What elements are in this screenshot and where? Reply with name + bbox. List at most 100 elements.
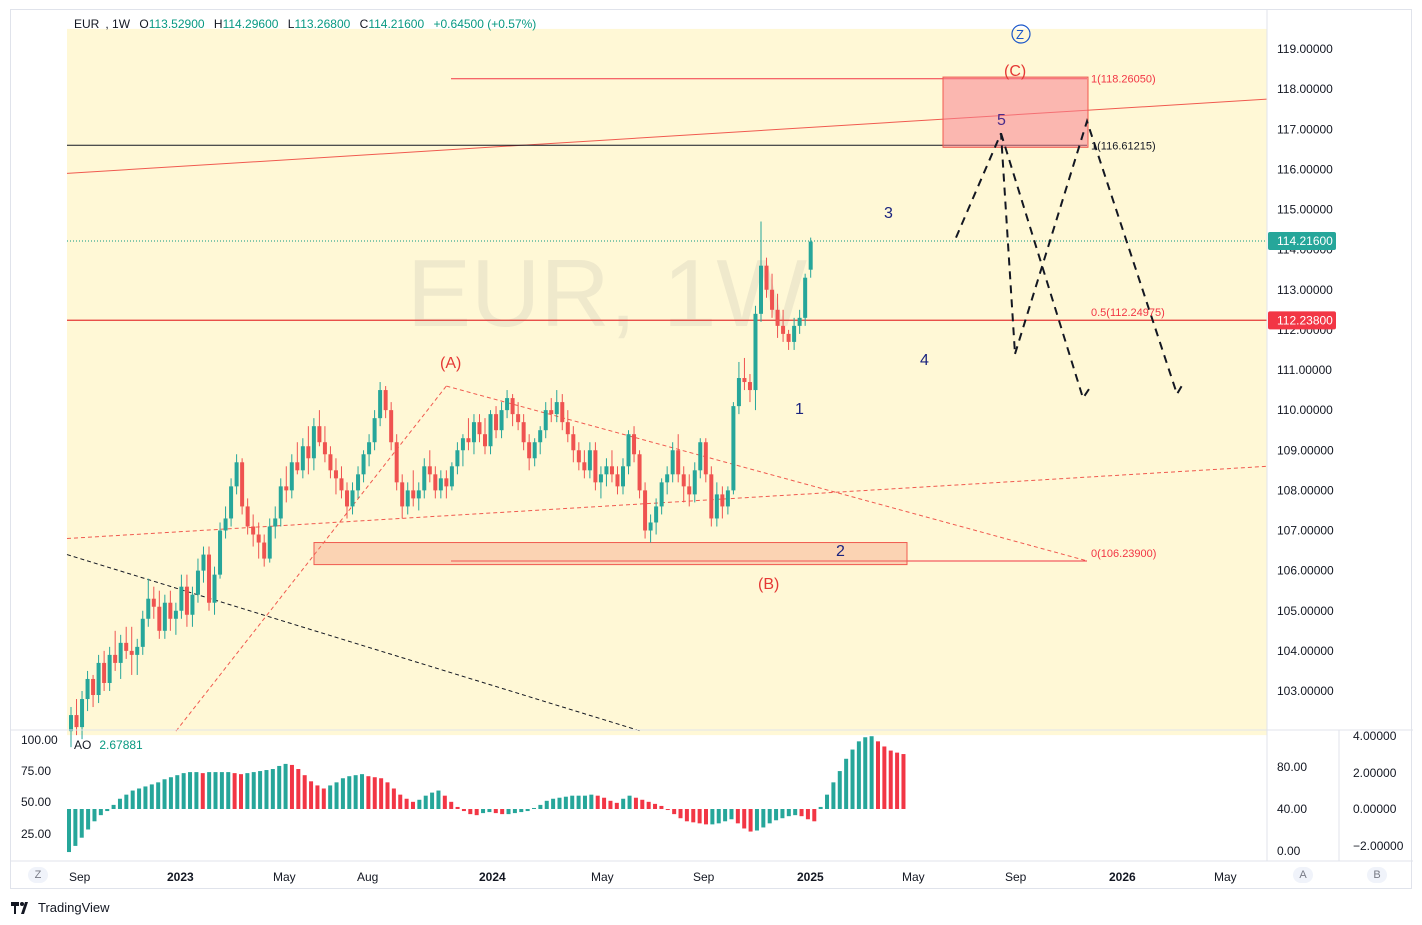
candle-body — [665, 474, 670, 483]
candle-body — [466, 438, 471, 443]
ao-bar — [608, 800, 613, 809]
candle-body — [234, 462, 239, 487]
candle-body — [560, 402, 565, 423]
ao-bar — [404, 798, 409, 809]
ao-bar — [684, 809, 689, 822]
ao-left-axis-tick: 25.00 — [21, 827, 51, 841]
candle-body — [714, 494, 719, 519]
candle-body — [372, 418, 377, 443]
candle-body — [339, 478, 344, 491]
candle-body — [510, 398, 515, 415]
ao-bar — [761, 809, 766, 828]
ao-bar — [563, 796, 568, 809]
ao-bar — [589, 794, 594, 809]
ao-bar — [328, 785, 333, 809]
wave-2-label: 2 — [836, 543, 845, 560]
ao-bar — [551, 798, 556, 809]
ao-bar — [309, 781, 314, 809]
close-value: 114.21600 — [368, 17, 425, 31]
ao-bar — [168, 777, 173, 809]
chart-frame: EUR, 1W 1(118.26050) 1(116.61215) 0.5(112.2… — [10, 9, 1413, 890]
candle-body — [670, 450, 675, 475]
ao-bar — [430, 792, 435, 809]
price-axis-tick: 115.00000 — [1277, 203, 1333, 217]
fib-mid-label: 0.5(112.24975) — [1091, 307, 1165, 319]
ao-bar — [334, 782, 339, 809]
ohlc-header: EUR, 1W O113.52900 H114.29600 L113.26800… — [74, 17, 537, 31]
candle-body — [460, 438, 465, 451]
ao-bar — [882, 746, 887, 809]
ao-bar — [723, 809, 728, 822]
timezone-button[interactable]: Z — [28, 867, 48, 883]
candle-body — [703, 442, 708, 475]
time-axis-tick: May — [902, 870, 925, 884]
down-trend-line — [66, 554, 642, 732]
candle-body — [184, 586, 189, 615]
candle-body — [389, 410, 394, 443]
candle-body — [753, 313, 758, 391]
fib-ext-label: 1(116.61215) — [1091, 140, 1156, 152]
projection-path-2 — [1000, 132, 1092, 401]
wave-z-circle — [1011, 24, 1031, 44]
ao-bar — [251, 772, 256, 809]
candle-body — [102, 662, 107, 683]
ao-bar — [130, 790, 135, 809]
ao-bar — [398, 794, 403, 809]
close-key: C — [359, 17, 369, 31]
candle-body — [543, 410, 548, 431]
time-axis-tick: May — [591, 870, 614, 884]
chart-svg[interactable]: EUR, 1W 1(118.26050) 1(116.61215) 0.5(112.2… — [11, 10, 1413, 890]
tradingview-logo-icon — [11, 901, 28, 914]
ao-bar — [614, 802, 619, 809]
candle-body — [157, 606, 162, 631]
candle-body — [736, 378, 741, 407]
candle-body — [477, 422, 482, 435]
ao-right-axis-tick: 0.00 — [1277, 844, 1301, 858]
candle-body — [538, 430, 543, 443]
price-axis-tick: 116.00000 — [1277, 162, 1333, 176]
candle-body — [333, 470, 338, 479]
candle-body — [394, 442, 399, 483]
ao-bar — [449, 801, 454, 809]
candle-body — [731, 406, 736, 491]
candle-body — [113, 654, 118, 663]
ao-bar — [844, 758, 849, 809]
symbol-label: EUR — [74, 17, 100, 31]
candle-body — [471, 422, 476, 443]
candle-body — [378, 390, 383, 419]
candle-body — [91, 678, 96, 696]
auto-scale-button[interactable]: A — [1293, 867, 1313, 883]
candle-body — [720, 494, 725, 507]
candle-body — [571, 434, 576, 451]
candle-body — [306, 446, 311, 459]
ao-bar — [417, 799, 422, 809]
low-key: L — [287, 17, 295, 31]
level-price-tag-text: 112.23800 — [1277, 313, 1333, 327]
ao-bar — [888, 750, 893, 809]
time-axis-tick: May — [273, 870, 296, 884]
brand[interactable]: TradingView — [11, 900, 110, 915]
ao-bar — [162, 779, 167, 809]
ao-bar — [219, 772, 224, 809]
candle-body — [725, 490, 730, 507]
candle-body — [411, 490, 416, 499]
candle-body — [626, 434, 631, 467]
candle-body — [499, 410, 504, 431]
candle-body — [698, 442, 703, 471]
log-scale-button[interactable]: B — [1367, 867, 1387, 883]
ao-bar — [289, 764, 294, 809]
ao-bar — [410, 801, 415, 809]
ao-left-axis-tick: 50.00 — [21, 795, 51, 809]
ao-bar — [653, 803, 658, 809]
open-value: 113.52900 — [148, 17, 205, 31]
ao-bar — [697, 809, 702, 824]
ao-bar — [633, 797, 638, 809]
ao-bar — [869, 736, 874, 809]
ao-bar — [207, 772, 212, 809]
ao-bar — [640, 799, 645, 809]
time-axis-tick: May — [1214, 870, 1237, 884]
candle-body — [643, 490, 648, 531]
ao-bar — [455, 806, 460, 809]
ao-left-axis-tick: 100.00 — [21, 733, 58, 747]
ao-bar — [786, 809, 791, 817]
